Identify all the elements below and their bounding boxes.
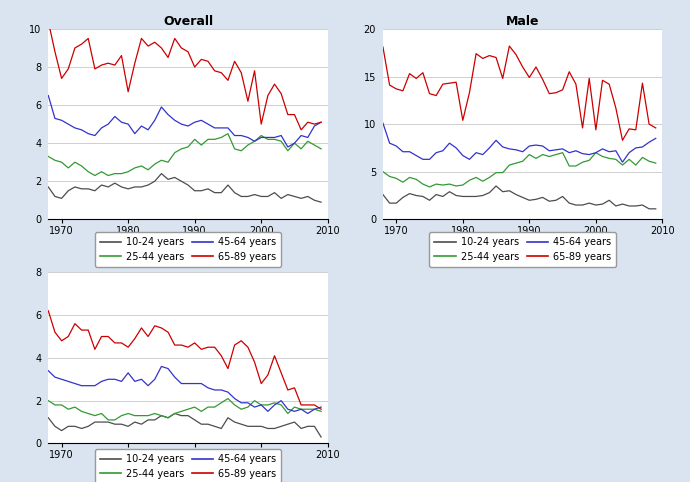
Legend: 10-24 years, 25-44 years, 45-64 years, 65-89 years: 10-24 years, 25-44 years, 45-64 years, 6… (429, 232, 616, 267)
X-axis label: year: year (511, 239, 534, 249)
X-axis label: year: year (177, 463, 199, 473)
Legend: 10-24 years, 25-44 years, 45-64 years, 65-89 years: 10-24 years, 25-44 years, 45-64 years, 6… (95, 232, 282, 267)
Title: Overall: Overall (163, 15, 213, 28)
X-axis label: year: year (177, 239, 199, 249)
Title: Female: Female (163, 258, 213, 271)
Title: Male: Male (506, 15, 540, 28)
Legend: 10-24 years, 25-44 years, 45-64 years, 65-89 years: 10-24 years, 25-44 years, 45-64 years, 6… (95, 449, 282, 482)
